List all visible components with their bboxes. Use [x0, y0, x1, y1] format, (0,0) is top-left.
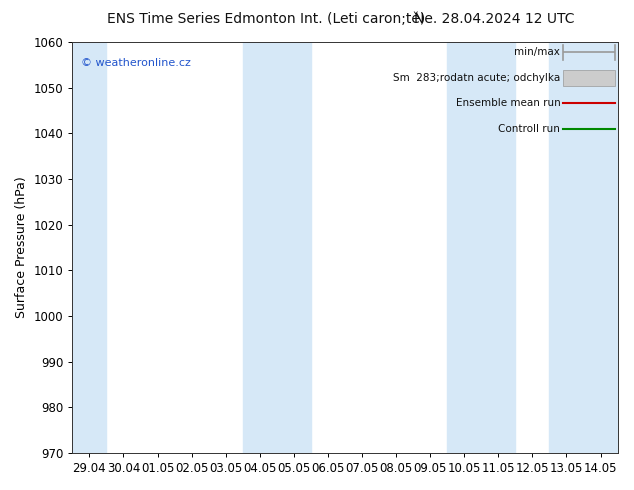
Bar — [243, 42, 311, 453]
Y-axis label: Surface Pressure (hPa): Surface Pressure (hPa) — [15, 176, 28, 318]
Text: © weatheronline.cz: © weatheronline.cz — [81, 58, 190, 69]
Bar — [550, 42, 618, 453]
Bar — [447, 42, 515, 453]
Bar — [563, 70, 615, 86]
Text: Sm  283;rodatn acute; odchylka: Sm 283;rodatn acute; odchylka — [393, 73, 560, 83]
Text: Ne. 28.04.2024 12 UTC: Ne. 28.04.2024 12 UTC — [414, 12, 575, 26]
Text: ENS Time Series Edmonton Int. (Leti caron;tě): ENS Time Series Edmonton Int. (Leti caro… — [107, 12, 425, 26]
Text: Ensemble mean run: Ensemble mean run — [456, 98, 560, 108]
Bar — [72, 42, 107, 453]
Text: min/max: min/max — [514, 48, 560, 57]
Text: Controll run: Controll run — [498, 124, 560, 134]
